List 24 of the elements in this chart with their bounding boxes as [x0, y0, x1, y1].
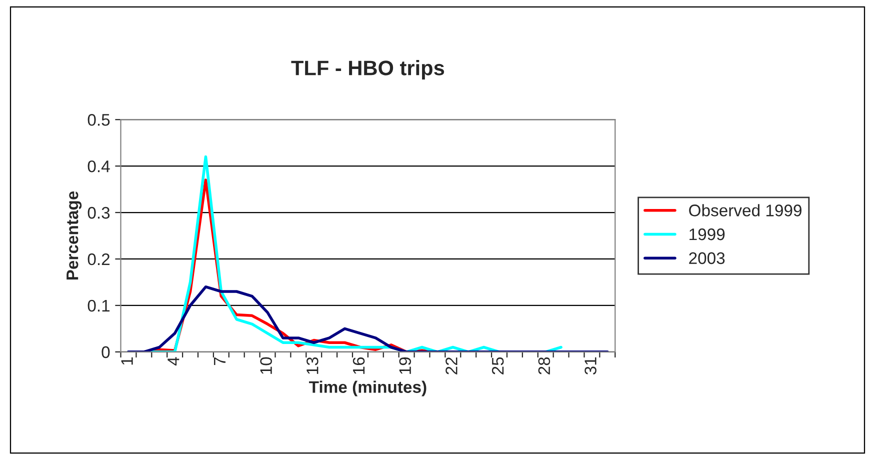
x-tick-label: 22 — [446, 357, 458, 374]
x-tick-label: 7 — [214, 357, 226, 366]
legend-label: 1999 — [690, 228, 725, 240]
legend-label: 2003 — [689, 252, 725, 264]
x-tick-label: 28 — [538, 357, 550, 374]
x-tick-label: 16 — [352, 357, 365, 374]
y-tick-label: 0.2 — [88, 253, 110, 266]
y-tick-label: 0.1 — [88, 300, 110, 312]
x-tick-label: 19 — [399, 357, 412, 374]
y-tick-label: 0.5 — [88, 114, 110, 126]
x-tick-label: 31 — [584, 357, 596, 375]
x-tick-label: 10 — [260, 357, 272, 374]
line-series — [127, 285, 609, 352]
y-tick-label: 0.4 — [88, 160, 110, 172]
x-tick-label: 1 — [121, 357, 133, 365]
x-tick-label: 4 — [168, 357, 180, 366]
x-axis-title: Time (minutes) — [309, 380, 426, 396]
y-tick-label: 0 — [102, 346, 110, 358]
y-axis-title: Percentage — [66, 191, 82, 280]
x-tick-label: 13 — [306, 357, 318, 374]
x-tick-label: 25 — [492, 357, 504, 374]
chart-title: TLF - HBO trips — [291, 60, 444, 80]
y-tick-label: 0.3 — [88, 206, 110, 219]
legend-label: Observed 1999 — [689, 204, 802, 216]
